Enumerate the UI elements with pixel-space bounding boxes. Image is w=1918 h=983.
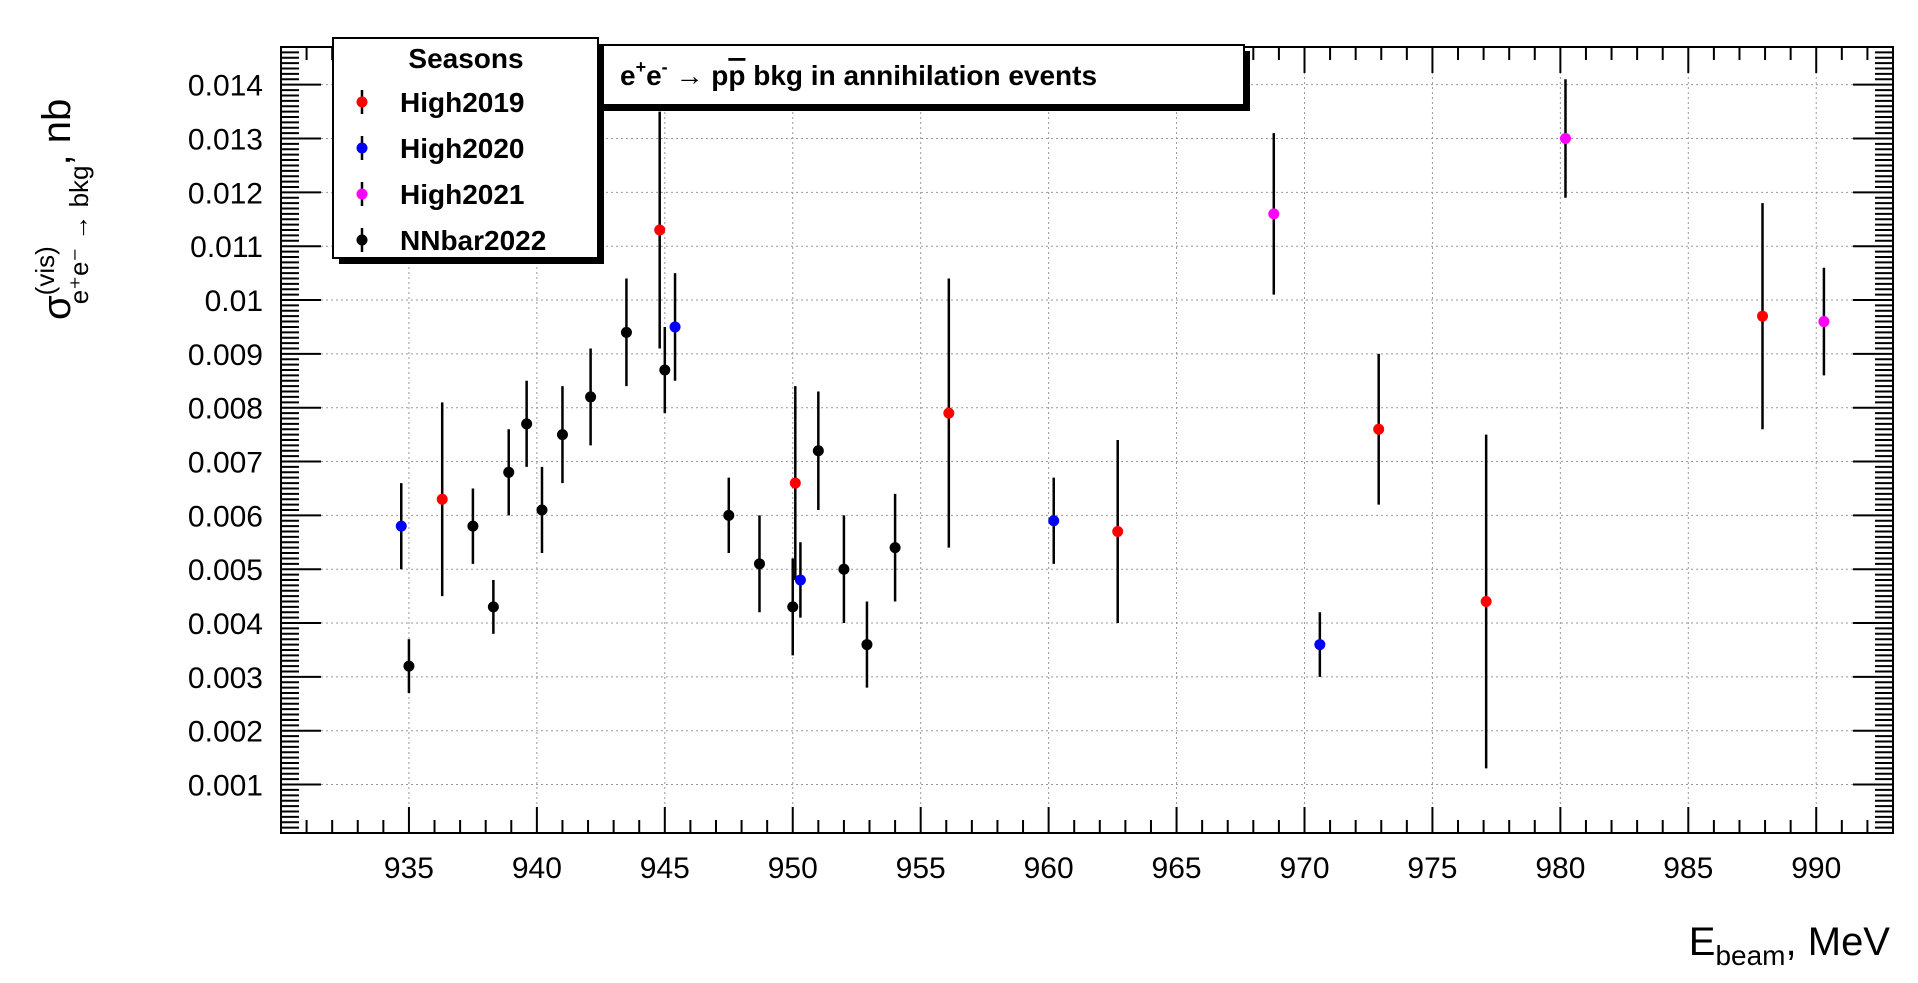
x-tick-label: 935	[384, 852, 434, 885]
y-title-sub: e⁺e⁻ → bkg	[64, 165, 94, 304]
ann-e1: e	[620, 60, 636, 91]
data-point	[812, 445, 824, 457]
data-point	[723, 509, 735, 521]
annotation-text: e+e- → pp bkg in annihilation events	[620, 57, 1097, 91]
data-point	[536, 504, 548, 516]
y-tick-label: 0.003	[188, 662, 263, 695]
x-tick-label: 990	[1791, 852, 1841, 885]
x-tick-label: 945	[640, 852, 690, 885]
data-point	[1112, 526, 1124, 538]
series-high2020	[395, 273, 1326, 677]
legend-frame	[332, 37, 599, 259]
x-title-sub: beam	[1715, 940, 1785, 971]
x-tick-label: 940	[512, 852, 562, 885]
data-points	[395, 79, 1830, 769]
legend-marker	[356, 188, 368, 200]
data-point	[753, 558, 765, 570]
y-tick-label: 0.004	[188, 608, 263, 641]
data-point	[436, 493, 448, 505]
y-tick-label: 0.01	[205, 285, 263, 318]
y-title-sigma: σ	[35, 295, 79, 320]
y-tick-label: 0.012	[188, 177, 263, 210]
series-high2021	[1268, 79, 1830, 376]
data-point	[1314, 639, 1326, 651]
legend-title: Seasons	[408, 43, 523, 74]
data-point	[669, 321, 681, 333]
y-tick-label: 0.001	[188, 770, 263, 803]
x-tick-label: 960	[1024, 852, 1074, 885]
legend: Seasons High2019 High2020 High2021 NNbar202…	[332, 37, 604, 264]
x-tick-label: 970	[1279, 852, 1329, 885]
data-point	[487, 601, 499, 613]
legend-marker	[356, 96, 368, 108]
annotation-frame	[597, 44, 1245, 106]
legend-label: NNbar2022	[400, 225, 546, 256]
series-high2019	[436, 111, 1769, 769]
x-title-rest: , MeV	[1786, 920, 1891, 964]
y-tick-label: 0.014	[188, 70, 263, 103]
legend-marker	[356, 234, 368, 246]
data-point	[1268, 208, 1280, 220]
y-axis-title: σ(vis) e⁺e⁻ → bkg, nb	[30, 99, 94, 320]
data-point	[1373, 423, 1385, 435]
x-tick-label: 985	[1663, 852, 1713, 885]
y-tick-label: 0.008	[188, 393, 263, 426]
data-point	[467, 520, 479, 532]
data-point	[838, 563, 850, 575]
data-point	[943, 407, 955, 419]
data-point	[1818, 316, 1830, 328]
data-point	[787, 601, 799, 613]
data-point	[1480, 596, 1492, 608]
data-point	[1559, 133, 1571, 145]
data-point	[794, 574, 806, 586]
ann-e2: e	[646, 60, 662, 91]
y-tick-label: 0.002	[188, 716, 263, 749]
y-tick-label: 0.007	[188, 447, 263, 480]
data-point	[521, 418, 533, 430]
x-tick-label: 955	[896, 852, 946, 885]
data-point	[789, 477, 801, 489]
legend-label: High2019	[400, 87, 525, 118]
x-tick-label: 980	[1535, 852, 1585, 885]
ann-pbar: p	[728, 60, 745, 91]
data-point	[1048, 515, 1060, 527]
x-title-main: E	[1689, 920, 1716, 964]
y-tick-label: 0.013	[188, 124, 263, 157]
ann-plus: +	[636, 57, 647, 77]
data-point	[395, 520, 407, 532]
data-point	[889, 542, 901, 554]
data-point	[659, 364, 671, 376]
y-tick-label: 0.011	[190, 231, 263, 264]
legend-label: High2021	[400, 179, 525, 210]
x-tick-label: 950	[768, 852, 818, 885]
legend-marker	[356, 142, 368, 154]
ann-arrow-p: → p	[668, 60, 729, 91]
ann-rest: bkg in annihilation events	[745, 60, 1097, 91]
data-point	[503, 466, 515, 478]
data-point	[1757, 310, 1769, 322]
data-point	[620, 326, 632, 338]
y-title-rest: , nb	[35, 99, 79, 166]
data-point	[654, 224, 666, 236]
y-tick-label: 0.005	[188, 554, 263, 587]
ann-minus: -	[662, 57, 668, 77]
y-title-sup: (vis)	[30, 246, 60, 295]
svg-text:σ(vis)e⁺e⁻ → bkg, nb: σ(vis) e⁺e⁻ → bkg, nb	[30, 99, 94, 320]
y-tick-label: 0.006	[188, 500, 263, 533]
x-tick-label: 965	[1152, 852, 1202, 885]
series-nnbar2022	[403, 278, 901, 694]
legend-label: High2020	[400, 133, 525, 164]
legend-items: High2019 High2020 High2021 NNbar2022	[356, 87, 546, 256]
y-tick-label: 0.009	[188, 339, 263, 372]
x-axis-title: Ebeam, MeV	[1689, 920, 1891, 971]
data-point	[403, 660, 415, 672]
x-tick-label: 975	[1407, 852, 1457, 885]
data-point	[556, 429, 568, 441]
data-point	[585, 391, 597, 403]
data-point	[861, 639, 873, 651]
annotation-box: e+e- → pp bkg in annihilation events	[597, 44, 1250, 111]
